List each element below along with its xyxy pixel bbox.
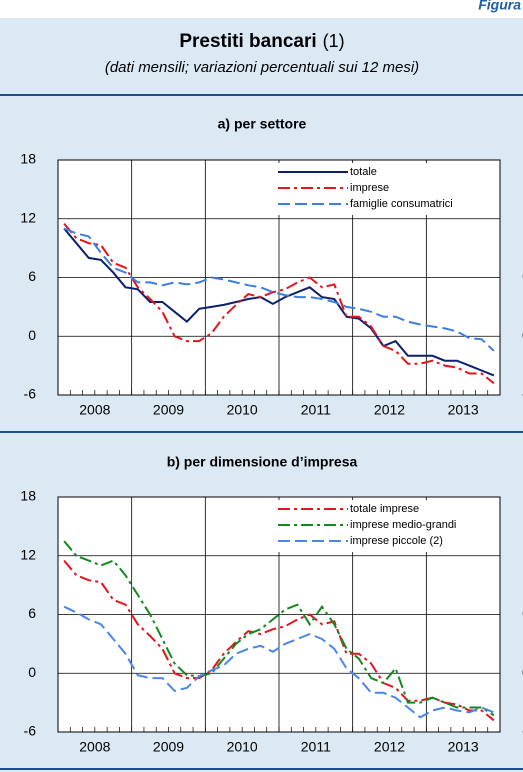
legend-label: imprese piccole (2)	[350, 535, 443, 547]
x-tick-label: 2011	[301, 402, 331, 418]
series-line	[63, 227, 495, 352]
x-tick-label: 2008	[79, 739, 110, 755]
figure-label: Figura	[478, 0, 521, 13]
y-tick-label: 0	[28, 327, 36, 343]
x-tick-label: 2013	[448, 402, 479, 418]
x-tick-label: 2009	[153, 739, 184, 755]
y-tick-label: 6	[28, 268, 36, 284]
y-tick-label: 18	[20, 151, 36, 167]
x-tick-label: 2012	[374, 739, 405, 755]
x-tick-label: 2009	[153, 402, 184, 418]
series-line	[63, 605, 495, 719]
x-tick-label: 2010	[227, 739, 258, 755]
y-tick-label: 6	[28, 605, 36, 621]
x-tick-label: 2012	[374, 402, 405, 418]
legend-label: famiglie consumatrici	[350, 198, 453, 210]
panel-title: b) per dimensione d’impresa	[167, 454, 358, 470]
y-tick-label: 12	[20, 546, 36, 562]
x-tick-label: 2011	[301, 739, 331, 755]
x-tick-label: 2008	[79, 402, 110, 418]
series-line	[63, 222, 495, 385]
series-line	[63, 559, 495, 722]
x-tick-label: 2013	[448, 739, 479, 755]
y-tick-label: -6	[24, 723, 37, 739]
legend-label: totale imprese	[350, 503, 419, 515]
legend-label: imprese	[350, 182, 389, 194]
panel-title: a) per settore	[218, 116, 307, 132]
x-tick-label: 2010	[227, 402, 258, 418]
title-main: Prestiti bancari	[179, 31, 316, 52]
y-tick-label: 18	[20, 488, 36, 504]
series-line	[63, 540, 495, 717]
y-tick-label: 12	[20, 209, 36, 225]
series-line	[63, 227, 495, 377]
title-note: (1)	[323, 31, 345, 51]
y-tick-label: -6	[24, 386, 37, 402]
figure-subtitle: (dati mensili; variazioni percentuali su…	[105, 59, 419, 76]
legend-label: imprese medio-grandi	[350, 519, 456, 531]
figure-title: Prestiti bancari (1)	[179, 31, 344, 52]
legend-label: totale	[350, 166, 377, 178]
y-tick-label: 0	[28, 664, 36, 680]
